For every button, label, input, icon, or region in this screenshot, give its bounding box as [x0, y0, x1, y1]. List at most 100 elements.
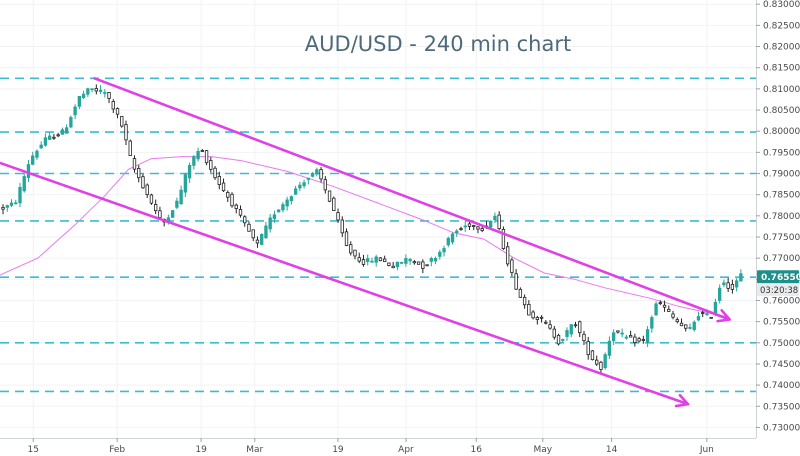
candle-body	[238, 209, 243, 216]
candle-body	[548, 324, 552, 329]
candle-body	[412, 261, 417, 264]
candle-body	[323, 179, 327, 191]
candle-body	[217, 176, 221, 185]
candle-body	[31, 155, 35, 165]
candle-body	[276, 209, 281, 213]
candle-body	[595, 359, 599, 365]
candle	[671, 310, 675, 320]
candle-body	[505, 246, 510, 265]
candle-body	[641, 339, 646, 341]
candle	[701, 309, 705, 318]
candle	[204, 149, 209, 166]
candle	[429, 256, 433, 267]
candle-body	[81, 93, 86, 99]
candle-body	[272, 214, 277, 220]
candle-body	[539, 316, 544, 319]
candle	[739, 269, 743, 282]
candle-body	[658, 302, 662, 305]
candle	[98, 85, 103, 95]
candle-body	[319, 169, 323, 180]
candle	[548, 320, 552, 330]
candle	[94, 84, 98, 95]
candle-body	[56, 134, 60, 137]
candle	[268, 213, 272, 233]
candle	[319, 167, 323, 183]
x-tick-label: May	[534, 445, 553, 455]
candle-body	[1, 207, 5, 210]
candle	[315, 167, 319, 177]
x-tick-label: Mar	[246, 445, 263, 455]
candle	[573, 321, 578, 328]
candle-body	[459, 228, 463, 231]
candle	[595, 355, 599, 366]
candle	[459, 226, 463, 231]
candle-body	[730, 284, 735, 290]
candle-body	[268, 217, 272, 230]
candle	[285, 196, 289, 211]
candle	[73, 104, 77, 120]
candle	[192, 155, 196, 170]
candle	[196, 147, 200, 162]
candle-body	[353, 249, 357, 257]
candle	[64, 124, 69, 134]
candle-body	[255, 239, 260, 244]
candle-body	[298, 184, 302, 189]
candle	[9, 199, 14, 208]
candle-body	[654, 303, 658, 316]
candle	[493, 212, 497, 224]
candle-body	[391, 265, 395, 269]
candle	[412, 260, 417, 265]
candle	[175, 197, 179, 210]
candle	[306, 177, 311, 185]
candle-body	[107, 92, 111, 99]
candle-body	[196, 150, 200, 160]
candle	[726, 277, 730, 293]
moving-average	[0, 156, 730, 318]
y-tick-label: 0.74000	[763, 381, 800, 391]
candle-body	[77, 95, 82, 107]
y-tick-label: 0.80500	[763, 106, 800, 116]
candle-body	[531, 311, 535, 319]
candle	[586, 336, 590, 360]
candle	[26, 159, 31, 182]
candle-body	[128, 140, 132, 156]
candle-body	[722, 282, 726, 286]
candle-body	[480, 228, 484, 231]
candle-body	[332, 197, 336, 212]
candle	[298, 181, 302, 192]
candle-body	[446, 237, 450, 246]
candle	[620, 328, 624, 338]
candle	[209, 156, 213, 173]
candle	[272, 210, 277, 223]
candle-body	[718, 287, 722, 301]
candle	[357, 252, 361, 264]
x-tick-label: 14	[606, 445, 618, 455]
candle	[408, 258, 412, 265]
candle	[170, 209, 175, 218]
candle-body	[421, 261, 425, 269]
candle-body	[726, 282, 730, 289]
candle-body	[310, 172, 315, 177]
channel-lower-line	[0, 161, 690, 406]
y-tick-label: 0.78500	[763, 191, 800, 201]
candle-body	[527, 304, 531, 316]
candle	[120, 116, 124, 128]
candle	[582, 330, 586, 346]
candle-body	[709, 316, 713, 319]
candle-body	[35, 150, 39, 158]
candle-body	[514, 273, 518, 290]
candle	[633, 333, 637, 347]
candle-body	[361, 259, 366, 265]
candle	[391, 261, 395, 269]
candle-body	[603, 354, 607, 368]
candle	[387, 262, 391, 267]
y-tick-label: 0.79500	[763, 148, 800, 158]
candle-body	[226, 192, 230, 198]
candle-body	[14, 202, 18, 205]
candle	[361, 254, 366, 267]
candle-body	[645, 329, 650, 343]
candle-body	[336, 212, 340, 221]
candle	[667, 305, 671, 312]
candle	[18, 182, 22, 208]
